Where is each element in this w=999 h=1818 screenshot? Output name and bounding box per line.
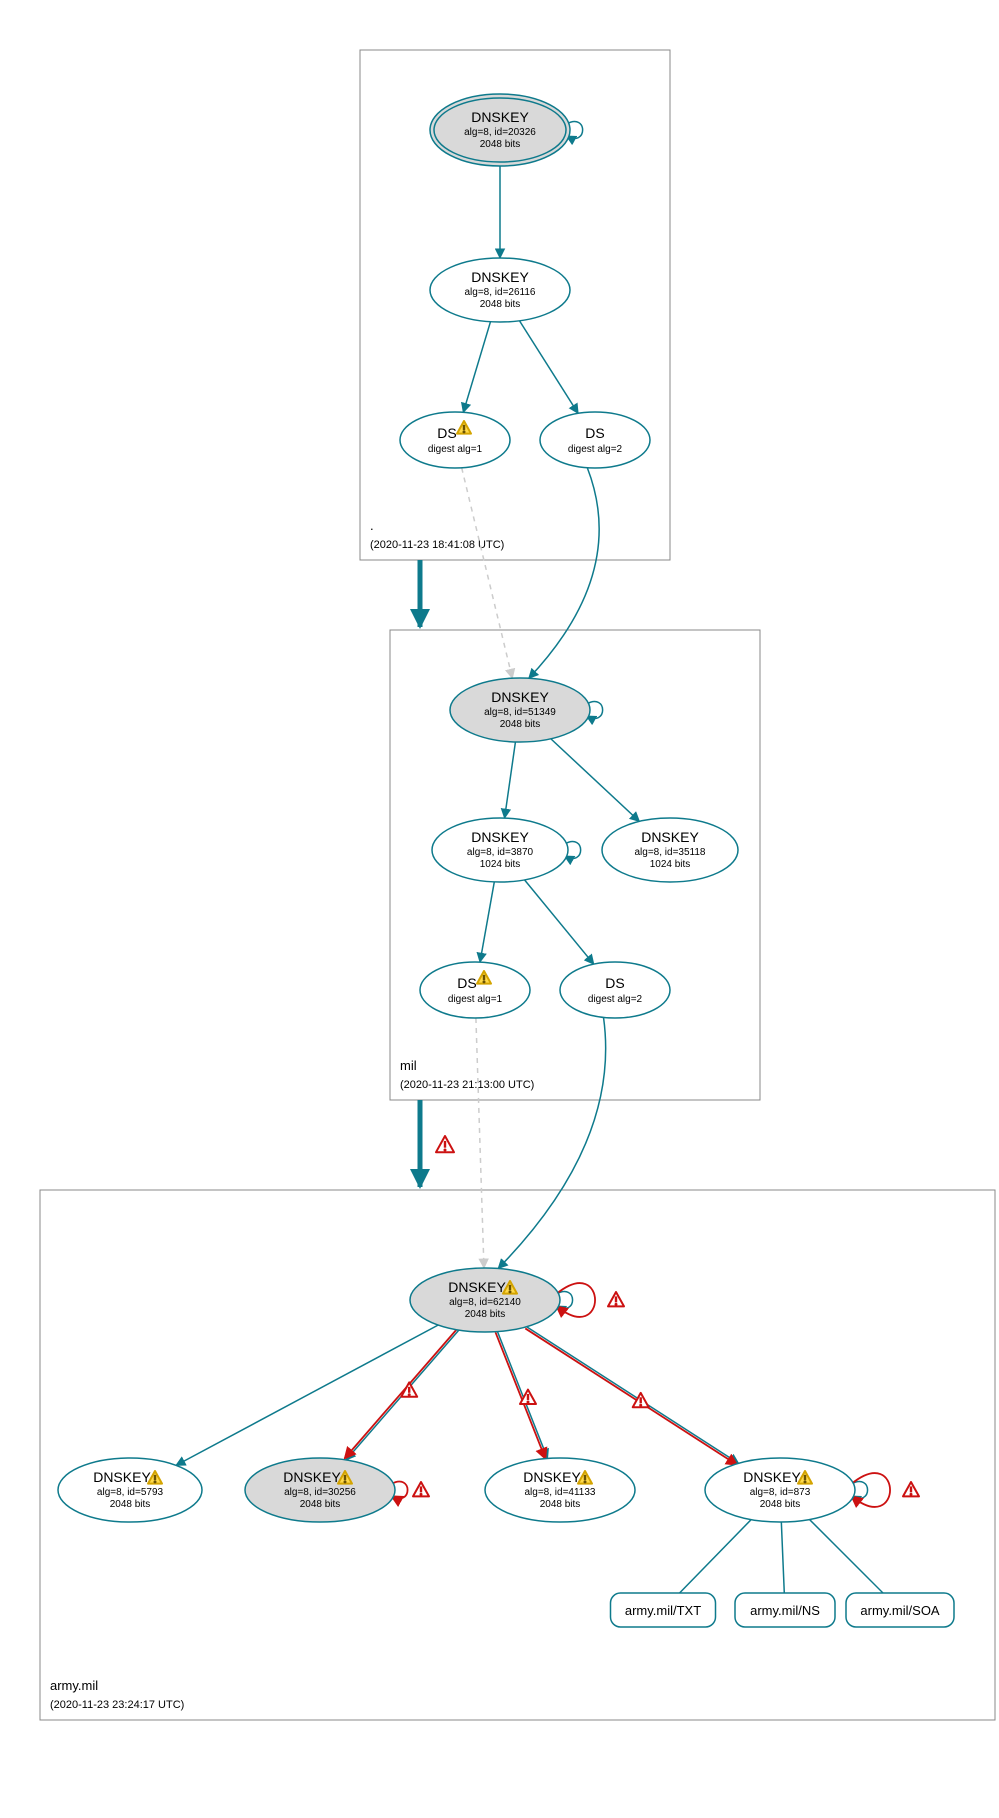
edge-self bbox=[851, 1473, 890, 1507]
svg-text:1024 bits: 1024 bits bbox=[480, 859, 521, 870]
svg-text:alg=8, id=35118: alg=8, id=35118 bbox=[635, 847, 706, 858]
svg-text:alg=8, id=41133: alg=8, id=41133 bbox=[525, 1487, 596, 1498]
edge bbox=[480, 882, 494, 962]
warning-icon bbox=[413, 1482, 429, 1496]
svg-text:digest alg=1: digest alg=1 bbox=[448, 994, 503, 1005]
svg-text:mil: mil bbox=[400, 1058, 417, 1073]
svg-text:2048 bits: 2048 bits bbox=[480, 299, 521, 310]
edge bbox=[519, 321, 578, 414]
edge bbox=[497, 1332, 547, 1459]
node-army_k3: DNSKEY alg=8, id=411332048 bits bbox=[485, 1458, 635, 1522]
node-mil_zsk2: DNSKEY alg=8, id=351181024 bits bbox=[602, 818, 738, 882]
svg-text:.: . bbox=[370, 518, 374, 533]
svg-text:2048 bits: 2048 bits bbox=[500, 719, 541, 730]
node-root_ds1: DS digest alg=1 bbox=[400, 412, 510, 468]
svg-text:2048 bits: 2048 bits bbox=[110, 1499, 151, 1510]
edge bbox=[463, 322, 490, 413]
edge bbox=[498, 1017, 605, 1268]
zone-box-army bbox=[40, 1190, 995, 1720]
svg-text:army.mil: army.mil bbox=[50, 1678, 98, 1693]
svg-text:alg=8, id=3870: alg=8, id=3870 bbox=[467, 847, 534, 858]
edge bbox=[505, 742, 516, 818]
svg-text:2048 bits: 2048 bits bbox=[540, 1499, 581, 1510]
svg-text:2048 bits: 2048 bits bbox=[760, 1499, 801, 1510]
svg-text:DS: DS bbox=[437, 425, 456, 441]
svg-text:alg=8, id=5793: alg=8, id=5793 bbox=[97, 1487, 164, 1498]
svg-text:DS: DS bbox=[585, 425, 604, 441]
svg-text:DNSKEY: DNSKEY bbox=[743, 1469, 801, 1485]
svg-text:2048 bits: 2048 bits bbox=[465, 1309, 506, 1320]
node-mil_ds1: DS digest alg=1 bbox=[420, 962, 530, 1018]
svg-text:alg=8, id=26116: alg=8, id=26116 bbox=[465, 287, 536, 298]
rrset-txt: army.mil/TXT bbox=[611, 1593, 716, 1627]
warning-icon bbox=[903, 1482, 919, 1496]
rrset-ns: army.mil/NS bbox=[735, 1593, 835, 1627]
svg-text:DS: DS bbox=[605, 975, 624, 991]
edge bbox=[344, 1329, 457, 1459]
svg-text:digest alg=2: digest alg=2 bbox=[588, 994, 643, 1005]
edge bbox=[551, 739, 640, 822]
svg-text:(2020-11-23 21:13:00 UTC): (2020-11-23 21:13:00 UTC) bbox=[400, 1079, 534, 1091]
svg-text:2048 bits: 2048 bits bbox=[480, 139, 521, 150]
svg-text:army.mil/NS: army.mil/NS bbox=[750, 1603, 820, 1618]
edge bbox=[525, 880, 594, 964]
svg-text:1024 bits: 1024 bits bbox=[650, 859, 691, 870]
svg-text:DNSKEY: DNSKEY bbox=[448, 1279, 506, 1295]
svg-text:digest alg=2: digest alg=2 bbox=[568, 444, 623, 455]
svg-text:(2020-11-23 18:41:08 UTC): (2020-11-23 18:41:08 UTC) bbox=[370, 539, 504, 551]
node-mil_ds2: DS digest alg=2 bbox=[560, 962, 670, 1018]
svg-text:DNSKEY: DNSKEY bbox=[641, 829, 699, 845]
svg-text:army.mil/SOA: army.mil/SOA bbox=[860, 1603, 940, 1618]
svg-text:DNSKEY: DNSKEY bbox=[283, 1469, 341, 1485]
rrset-soa: army.mil/SOA bbox=[846, 1593, 954, 1627]
edge bbox=[526, 1327, 738, 1464]
svg-text:alg=8, id=20326: alg=8, id=20326 bbox=[464, 127, 536, 138]
svg-text:digest alg=1: digest alg=1 bbox=[428, 444, 483, 455]
edge bbox=[476, 1018, 484, 1268]
svg-text:DNSKEY: DNSKEY bbox=[471, 829, 529, 845]
warning-icon bbox=[520, 1390, 536, 1404]
svg-text:alg=8, id=30256: alg=8, id=30256 bbox=[284, 1487, 356, 1498]
svg-text:DS: DS bbox=[457, 975, 476, 991]
node-army_k2: DNSKEY alg=8, id=302562048 bits bbox=[245, 1458, 395, 1522]
warning-icon bbox=[608, 1292, 624, 1306]
node-root_ds2: DS digest alg=2 bbox=[540, 412, 650, 468]
svg-text:alg=8, id=62140: alg=8, id=62140 bbox=[449, 1297, 521, 1308]
edge bbox=[529, 468, 599, 679]
warning-icon bbox=[436, 1136, 454, 1152]
node-army_ksk: DNSKEY alg=8, id=621402048 bits bbox=[410, 1268, 560, 1332]
node-root_zsk: DNSKEY alg=8, id=261162048 bits bbox=[430, 258, 570, 322]
node-mil_ksk: DNSKEY alg=8, id=513492048 bits bbox=[450, 678, 590, 742]
svg-text:(2020-11-23 23:24:17 UTC): (2020-11-23 23:24:17 UTC) bbox=[50, 1699, 184, 1711]
edge bbox=[496, 1332, 546, 1459]
edge-self bbox=[556, 1283, 595, 1317]
svg-text:alg=8, id=51349: alg=8, id=51349 bbox=[484, 707, 556, 718]
node-mil_zsk1: DNSKEY alg=8, id=38701024 bits bbox=[432, 818, 568, 882]
svg-text:army.mil/TXT: army.mil/TXT bbox=[625, 1603, 701, 1618]
node-root_ksk: DNSKEY alg=8, id=203262048 bits bbox=[430, 94, 570, 166]
svg-text:DNSKEY: DNSKEY bbox=[523, 1469, 581, 1485]
svg-text:DNSKEY: DNSKEY bbox=[471, 109, 529, 125]
svg-text:alg=8, id=873: alg=8, id=873 bbox=[750, 1487, 811, 1498]
edge bbox=[462, 468, 513, 678]
edge bbox=[525, 1328, 737, 1465]
svg-text:DNSKEY: DNSKEY bbox=[471, 269, 529, 285]
node-army_k1: DNSKEY alg=8, id=57932048 bits bbox=[58, 1458, 202, 1522]
svg-text:DNSKEY: DNSKEY bbox=[491, 689, 549, 705]
dnssec-graph: . (2020-11-23 18:41:08 UTC) mil (2020-11-23… bbox=[10, 10, 999, 1818]
svg-text:DNSKEY: DNSKEY bbox=[93, 1469, 151, 1485]
node-army_k4: DNSKEY alg=8, id=8732048 bits bbox=[705, 1458, 855, 1522]
svg-text:2048 bits: 2048 bits bbox=[300, 1499, 341, 1510]
